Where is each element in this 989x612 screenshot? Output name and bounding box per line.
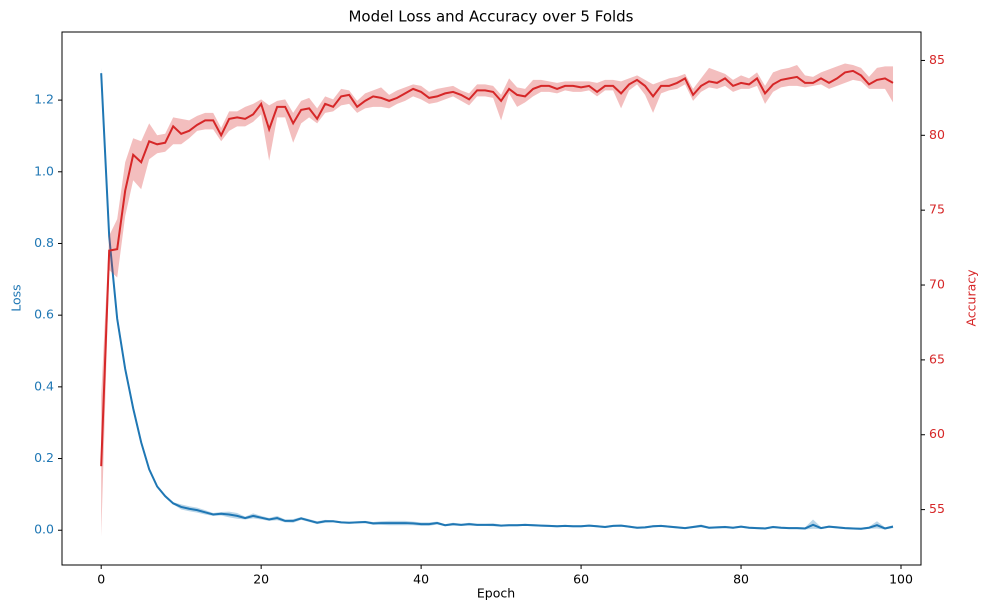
y2-tick-label: 80	[929, 127, 945, 142]
x-tick-label: 20	[253, 572, 269, 587]
y2-tick-label: 60	[929, 426, 945, 441]
plot-frame	[61, 31, 922, 566]
x-tick-label: 60	[573, 572, 589, 587]
y-axis-label: Loss	[9, 284, 24, 311]
y-tick-label: 0.4	[34, 378, 54, 393]
y2-axis-label: Accuracy	[964, 269, 979, 327]
y2-tick-label: 55	[929, 501, 945, 516]
x-tick-label: 100	[889, 572, 913, 587]
x-axis-label: Epoch	[477, 586, 515, 601]
y2-tick-label: 85	[929, 52, 945, 67]
y-tick-label: 1.0	[34, 163, 54, 178]
line	[100, 73, 894, 530]
y2-tick-label: 65	[929, 351, 945, 366]
chart-title: Model Loss and Accuracy over 5 Folds	[348, 8, 633, 26]
line	[100, 69, 894, 467]
y2-tick-label: 75	[929, 202, 945, 217]
y-tick-label: 0.0	[34, 522, 54, 537]
x-tick-label: 80	[733, 572, 749, 587]
y-tick-label: 0.8	[34, 235, 54, 250]
x-tick-label: 0	[97, 572, 105, 587]
y-tick-label: 0.6	[34, 307, 54, 322]
x-tick-label: 40	[413, 572, 429, 587]
y-tick-label: 1.2	[34, 92, 54, 107]
y2-tick-label: 70	[929, 277, 945, 292]
y-tick-label: 0.2	[34, 450, 54, 465]
